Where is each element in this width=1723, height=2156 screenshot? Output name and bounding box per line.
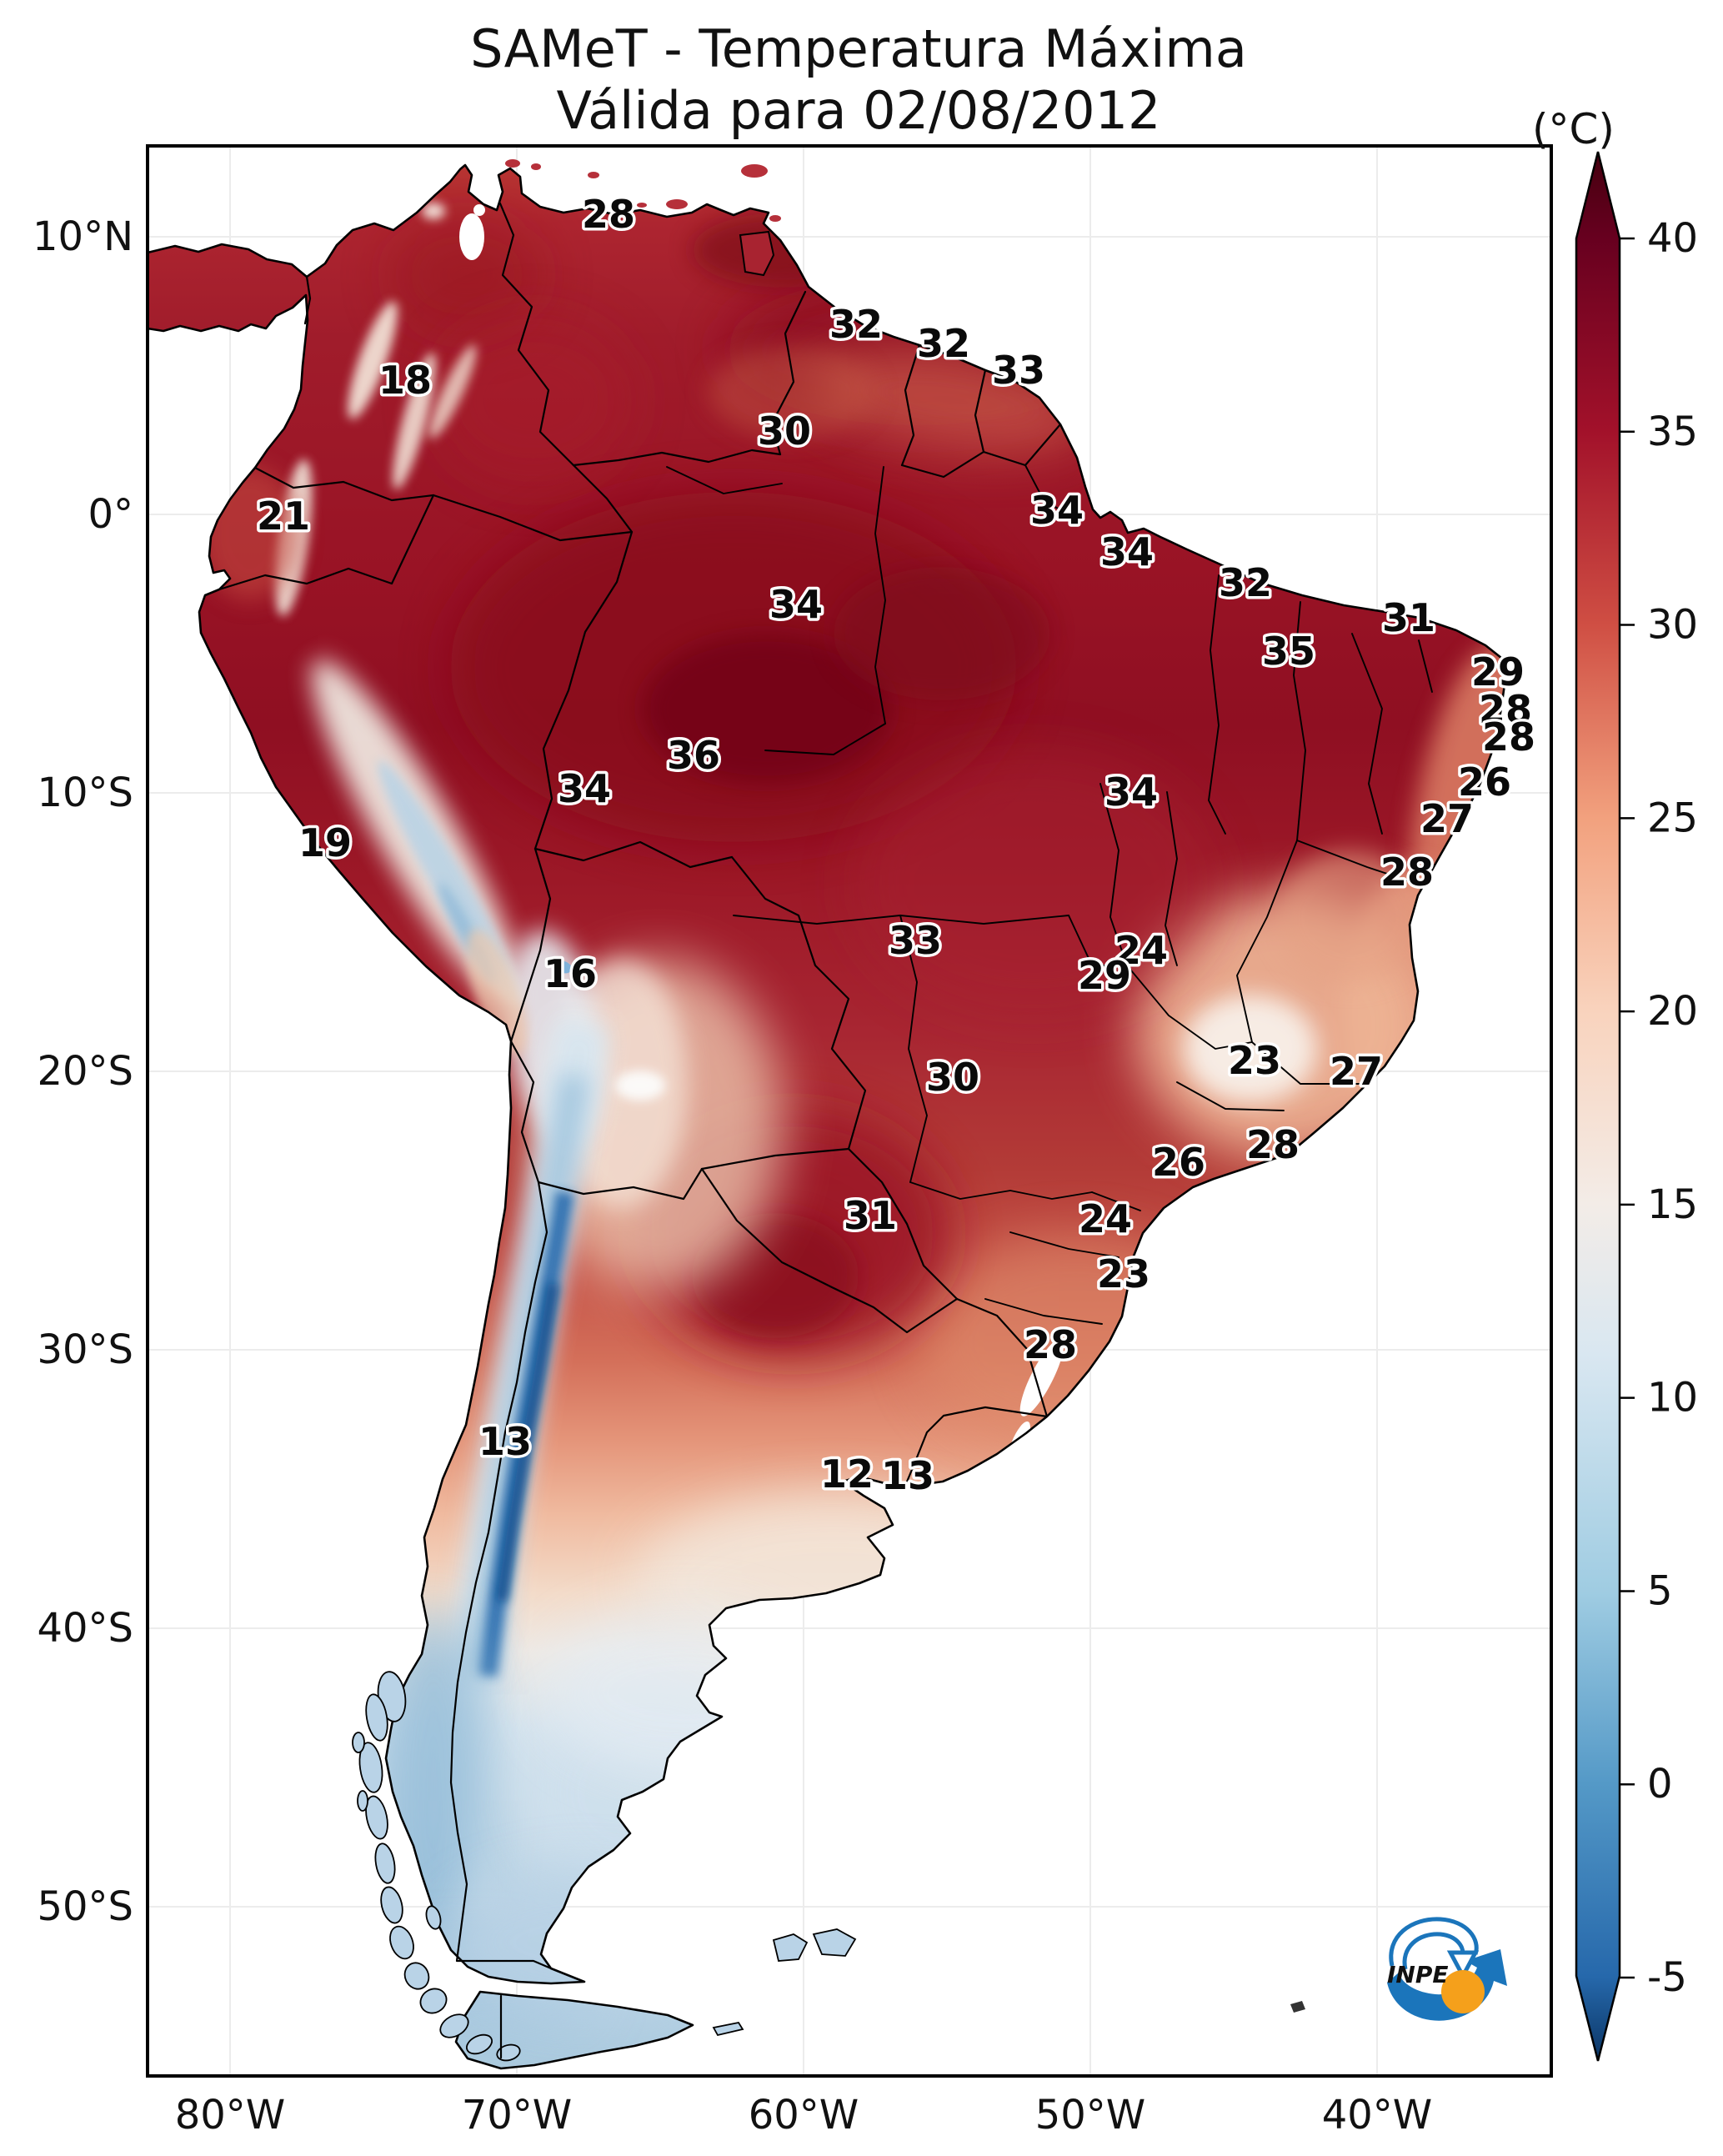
state-borders [666,464,1433,1325]
colorbar-tick-label: 0 [1647,1761,1673,1808]
lon-tick-label: 60°W [749,2092,859,2138]
colorbar-tick-label: 15 [1647,1181,1698,1228]
lat-tick-label: 10°N [33,213,133,260]
temperature-value-label: 31 [844,1193,897,1238]
colorbar-unit-label: (°C) [1532,105,1615,153]
temperature-value-label: 28 [1246,1122,1300,1167]
lat-tick-label: 40°S [37,1605,133,1652]
temperature-value-label: 32 [829,302,883,347]
colorbar-tick-label: 10 [1647,1375,1698,1421]
isla-de-los-estados [712,2021,744,2037]
tobago-island [769,215,781,222]
falkland-west-island [772,1933,809,1962]
temperature-value-label: 33 [992,348,1045,393]
temperature-value-label: 28 [1479,687,1532,732]
temperature-value-label: 30 [758,409,811,454]
temperature-value-label: 27 [1420,796,1474,841]
colorbar-tick-label: -5 [1647,1954,1687,2001]
temperature-value-label: 21 [257,494,310,539]
temperature-value-label: 32 [917,321,970,366]
temperature-value-label: 24 [1114,928,1168,973]
temperature-value-label: 28 [1380,850,1434,895]
temperature-value-label: 13 [881,1453,934,1498]
lat-tick-label: 50°S [37,1883,133,1930]
temperature-value-label: 13 [478,1419,532,1464]
longitude-axis-labels: 80°W 70°W 60°W 50°W 40°W [175,2092,1433,2138]
temperature-value-label: 28 [1024,1322,1077,1367]
colorbar-ticks: 40 35 30 25 20 15 10 5 0 -5 [1620,215,1698,2001]
lon-tick-label: 70°W [462,2092,573,2138]
logo-down-arrowhead [1446,1950,1480,1981]
falkland-east-island [812,1928,857,1957]
temperature-value-label: 32 [1219,560,1272,605]
country-borders [218,202,1062,2059]
temperature-value-label: 34 [1104,770,1158,815]
colorbar-tick-label: 25 [1647,795,1698,841]
temperature-value-label: 34 [558,766,611,811]
lake-titicaca [555,960,572,974]
caribbean-islands [505,159,781,277]
title-line1: SAMeT - Temperatura Máxima [470,18,1247,79]
trinidad-island [739,230,775,277]
temperature-value-label: 30 [926,1055,979,1100]
logo-swirl-outer [1389,1917,1479,1967]
temperature-value-label: 12 [820,1452,874,1497]
inpe-logo: INPE [1387,1917,1507,2021]
temperature-value-label: 34 [1030,488,1084,533]
temperature-value-label: 18 [378,358,432,403]
lake-maracaibo-neck [473,204,485,216]
colorbar-tick-label: 5 [1647,1567,1673,1614]
temperature-value-label: 23 [1097,1251,1150,1296]
temperature-value-label: 34 [1100,529,1154,574]
temperature-value-label: 28 [1482,714,1535,760]
temperature-value-label: 26 [1458,760,1511,805]
colorbar-gradient-bar [1575,151,1621,2062]
temperature-value-label: 27 [1330,1049,1383,1094]
temperature-value-label: 35 [1262,629,1315,674]
temperature-value-label: 24 [1079,1196,1132,1241]
logo-swirl-inner [1402,1932,1465,1970]
lat-tick-label: 0° [88,491,133,538]
logo-text: INPE [1387,1961,1449,1988]
temperature-value-label: 26 [1152,1140,1205,1185]
southern-islands [352,1671,857,2062]
lon-tick-label: 80°W [175,2092,286,2138]
temperature-value-label: 31 [1382,595,1435,640]
temperature-value-label: 23 [1228,1038,1281,1083]
temperature-value-label: 33 [889,918,942,963]
lat-tick-label: 10°S [37,770,133,816]
colorbar-tick-label: 30 [1647,602,1698,649]
temperature-value-label: 19 [298,820,352,865]
lake-maracaibo [459,213,484,260]
temperature-value-label: 28 [582,192,635,237]
colorbar-tick-label: 20 [1647,988,1698,1035]
colorbar-tick-label: 35 [1647,409,1698,455]
map-frame [146,144,1553,2078]
colorbar-tick-label: 40 [1647,215,1698,262]
lon-tick-label: 50°W [1035,2092,1146,2138]
isla-margarita [666,199,688,209]
temperature-value-label: 29 [1471,649,1525,694]
lat-tick-label: 30°S [37,1326,133,1373]
lagoa-dos-patos [1019,1338,1064,1416]
temperature-value-label: 16 [543,951,597,996]
lon-tick-label: 40°W [1322,2092,1433,2138]
temperature-value-label: 34 [769,582,823,627]
temperature-value-label: 29 [1078,953,1131,998]
logo-orange-dot [1441,1970,1485,2013]
latitude-axis-labels: 10°N 0° 10°S 20°S 30°S 40°S 50°S [33,213,133,1930]
south-georgia-island [1290,2001,1305,2013]
lat-tick-label: 20°S [37,1048,133,1095]
temperature-value-label: 36 [667,733,720,778]
colorbar: (°C) 40 35 30 25 20 15 10 5 0 -5 [1532,105,1698,2062]
title-line2: Válida para 02/08/2012 [557,80,1161,141]
